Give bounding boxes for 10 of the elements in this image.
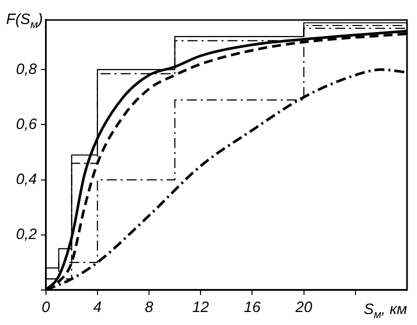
y-tick-label: 0,6 [16, 116, 38, 133]
x-tick-label: 20 [294, 299, 313, 316]
x-tick-label: 8 [144, 299, 154, 316]
y-tick-label: 0,4 [16, 170, 37, 188]
x-tick-label: 12 [192, 299, 210, 316]
x-tick-label: 4 [93, 299, 102, 316]
y-tick-label: 0,2 [16, 226, 38, 244]
x-tick-label: 16 [244, 299, 262, 316]
y-tick-label: 0,8 [16, 60, 38, 78]
x-tick-label: 0 [42, 299, 51, 316]
